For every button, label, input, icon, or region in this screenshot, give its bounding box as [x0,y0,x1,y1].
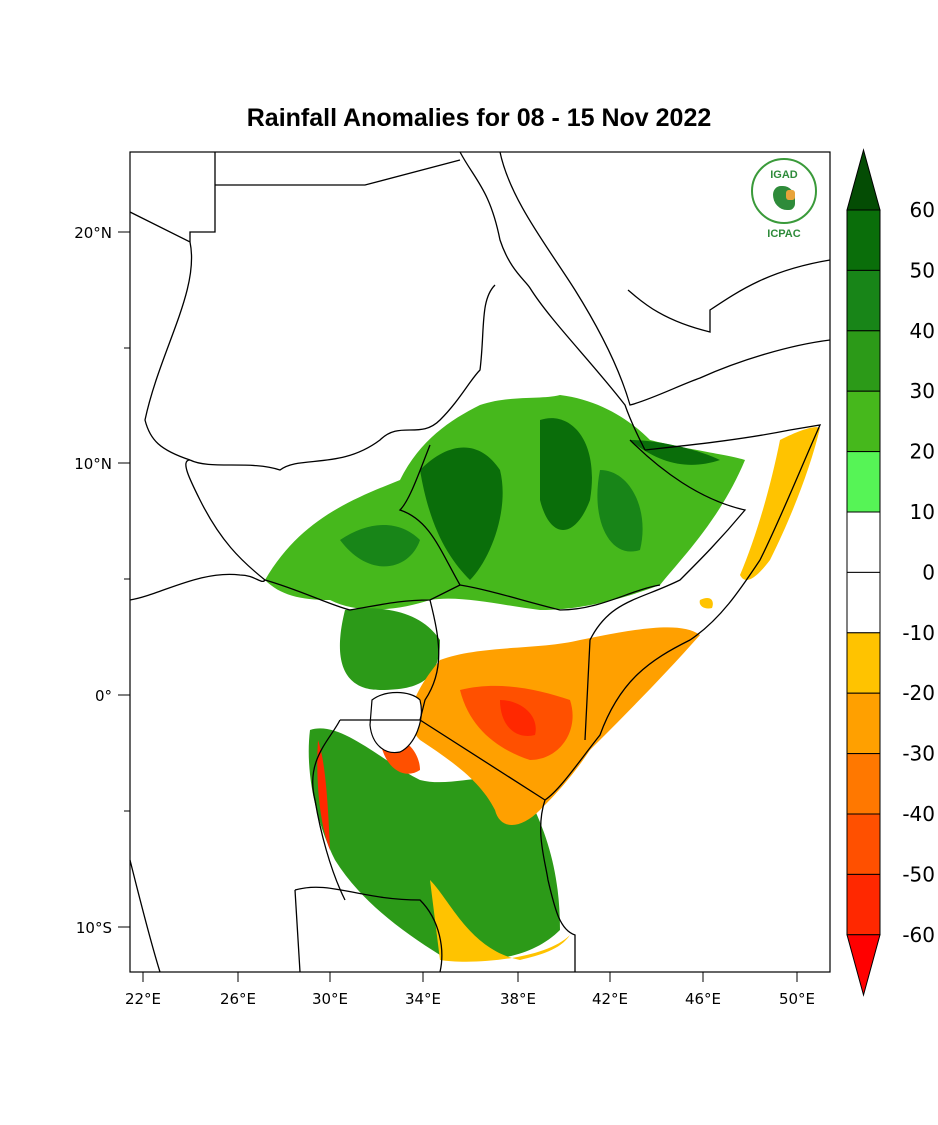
colorbar-label: -60 [902,923,935,947]
x-tick-label: 50°E [779,990,815,1008]
colorbar-segment [846,873,881,936]
map-title: Rainfall Anomalies for 08 - 15 Nov 2022 [246,104,712,132]
red-sea-coast-west [459,151,646,451]
colorbar-label: 40 [910,319,935,343]
colorbar-label: -20 [902,681,935,705]
logo-igad-text: IGAD [770,169,798,181]
colorbar-segment [846,451,881,513]
ethiopia-ss-border [398,444,661,611]
colorbar-label: 20 [910,440,935,464]
colorbar-segment [846,813,881,875]
y-tick-label: 10°N [74,455,112,473]
colorbar-top-arrow [846,148,881,211]
anomaly-field [265,395,820,962]
igad-icpac-logo: IGAD ICPAC [748,158,820,244]
red-sea-coast-east [499,151,831,406]
positive-anomaly-area [265,395,745,610]
colorbar-label: -40 [902,802,935,826]
y-tick-label: 0° [95,687,112,705]
colorbar-label: 60 [910,198,935,222]
x-tick-label: 42°E [592,990,628,1008]
horn-coast [540,424,822,972]
colorbar-label: -50 [902,862,935,886]
x-tick-label: 30°E [312,990,348,1008]
positive-anomaly-area-west [308,608,560,960]
x-axis [142,972,798,982]
drc-west-border [129,719,346,973]
country-borders [129,151,831,973]
kenya-tanzania-border [419,719,546,801]
y-tick-label: 10°S [76,919,112,937]
colorbar-segment [846,390,881,453]
tanzania-south-border [294,886,443,973]
colorbar-label: 30 [910,379,935,403]
x-tick-label: 46°E [685,990,721,1008]
colorbar-label: -30 [902,742,935,766]
colorbar-segment [846,753,881,815]
x-tick-label: 26°E [220,990,256,1008]
horn-highlight-icon [786,190,795,200]
sudan-ss-border [189,284,496,471]
arabia-border [627,259,831,333]
y-tick-label: 20°N [74,224,112,242]
x-tick-label: 22°E [125,990,161,1008]
x-tick-label: 34°E [405,990,441,1008]
lake-victoria [369,691,422,754]
colorbar-segment [846,269,881,332]
ss-uganda-border [264,579,461,611]
extreme-negative-anomaly-area [317,700,536,850]
moderate-positive-anomaly-area [340,470,643,567]
y-tick-labels: 20°N 10°N 0° 10°S [74,224,112,937]
uganda-east-border [340,599,440,721]
strong-positive-anomaly-area [420,418,720,580]
ethiopia-somalia-border [584,439,747,741]
strong-negative-anomaly-area [380,685,573,774]
map-frame [129,151,831,973]
x-tick-label: 38°E [500,990,536,1008]
colorbar-segment [846,511,881,573]
colorbar-label: -10 [902,621,935,645]
colorbar-segment [846,209,881,271]
colorbar-label: 10 [910,500,935,524]
libya-chad-border [129,152,461,461]
logo-emblem: IGAD [751,158,817,224]
colorbar-segment [846,692,881,755]
colorbar-segment [846,632,881,694]
colorbar: 60 50 40 30 20 10 0 -10 -20 -30 -40 -50 -60 [846,148,935,997]
negative-anomaly-somalia-coast [430,427,820,962]
logo-icpac-text: ICPAC [767,228,801,240]
car-border [129,459,266,601]
colorbar-label: 0 [922,560,935,584]
colorbar-segment [846,330,881,392]
colorbar-bottom-arrow [846,934,881,997]
colorbar-label: 50 [910,258,935,282]
colorbar-segment [846,571,881,634]
x-tick-labels: 22°E 26°E 30°E 34°E 38°E 42°E 46°E 50°E [125,990,815,1008]
y-axis [118,231,130,928]
